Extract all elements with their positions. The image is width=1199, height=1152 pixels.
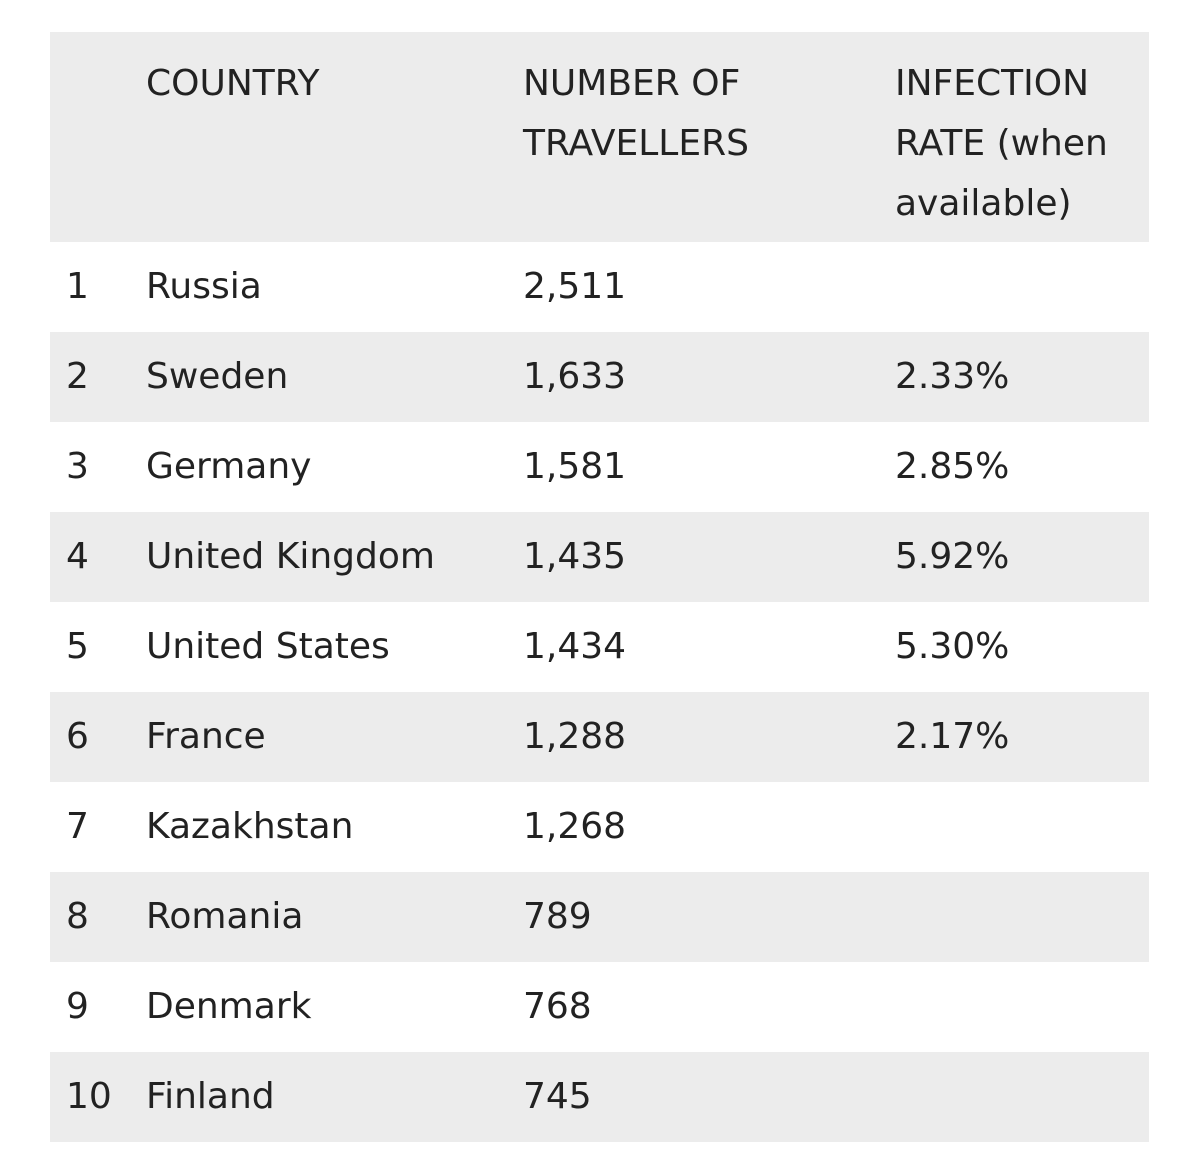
table-row: 1 Russia 2,511	[50, 242, 1149, 332]
row-rank: 2	[66, 356, 89, 397]
row-infection-rate: 2.85%	[895, 446, 1010, 487]
row-rank: 4	[66, 536, 89, 577]
row-infection-rate: 2.33%	[895, 356, 1010, 397]
row-rank: 5	[66, 626, 89, 667]
table-row: 10 Finland 745	[50, 1052, 1149, 1142]
table-row: 3 Germany 1,581 2.85%	[50, 422, 1149, 512]
row-travellers: 1,288	[523, 716, 627, 757]
row-country: Russia	[146, 266, 262, 307]
row-rank: 9	[66, 986, 89, 1027]
header-infection-rate: INFECTION RATE (when available)	[895, 63, 1108, 224]
row-country: Finland	[146, 1076, 275, 1117]
row-travellers: 1,434	[523, 626, 627, 667]
table-row: 6 France 1,288 2.17%	[50, 692, 1149, 782]
row-infection-rate: 2.17%	[895, 716, 1010, 757]
row-travellers: 2,511	[523, 266, 627, 307]
header-country: COUNTRY	[146, 63, 320, 104]
row-rank: 6	[66, 716, 89, 757]
travellers-table: COUNTRY NUMBER OF TRAVELLERS INFECTION R…	[50, 32, 1149, 1142]
row-travellers: 1,581	[523, 446, 627, 487]
row-travellers: 1,435	[523, 536, 627, 577]
header-travellers: NUMBER OF TRAVELLERS	[523, 63, 749, 164]
row-rank: 10	[66, 1076, 112, 1117]
table-row: 9 Denmark 768	[50, 962, 1149, 1052]
row-travellers: 1,268	[523, 806, 627, 847]
row-travellers: 1,633	[523, 356, 627, 397]
row-rank: 7	[66, 806, 89, 847]
table-row: 8 Romania 789	[50, 872, 1149, 962]
row-rank: 1	[66, 266, 89, 307]
row-country: United States	[146, 626, 390, 667]
row-country: France	[146, 716, 266, 757]
table-row: 4 United Kingdom 1,435 5.92%	[50, 512, 1149, 602]
row-country: Romania	[146, 896, 304, 937]
row-country: United Kingdom	[146, 536, 435, 577]
row-travellers: 789	[523, 896, 592, 937]
row-infection-rate: 5.92%	[895, 536, 1010, 577]
row-rank: 3	[66, 446, 89, 487]
table-header: COUNTRY NUMBER OF TRAVELLERS INFECTION R…	[50, 32, 1149, 242]
row-country: Germany	[146, 446, 312, 487]
row-country: Denmark	[146, 986, 312, 1027]
row-travellers: 768	[523, 986, 592, 1027]
table-row: 2 Sweden 1,633 2.33%	[50, 332, 1149, 422]
row-infection-rate: 5.30%	[895, 626, 1010, 667]
row-travellers: 745	[523, 1076, 592, 1117]
row-rank: 8	[66, 896, 89, 937]
table-row: 5 United States 1,434 5.30%	[50, 602, 1149, 692]
row-country: Kazakhstan	[146, 806, 354, 847]
row-country: Sweden	[146, 356, 289, 397]
table-row: 7 Kazakhstan 1,268	[50, 782, 1149, 872]
